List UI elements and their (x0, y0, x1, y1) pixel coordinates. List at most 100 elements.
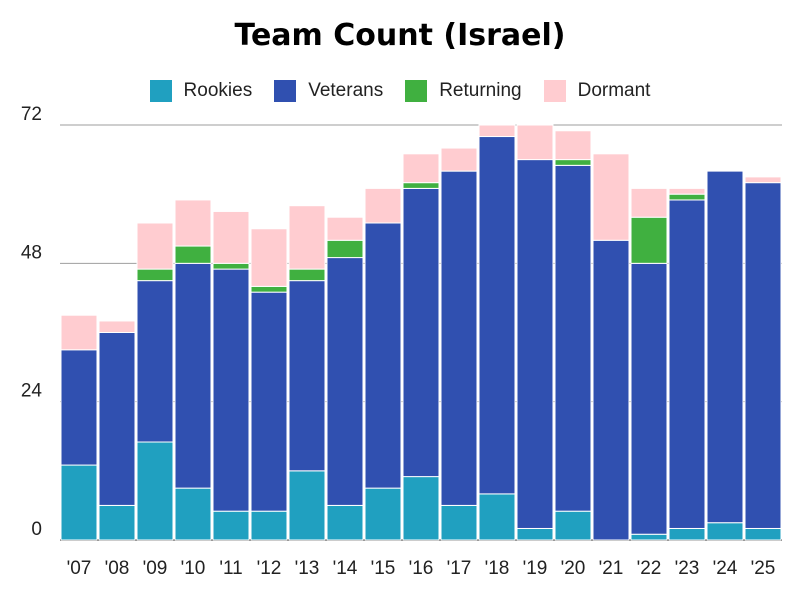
bar-dormant-3 (174, 199, 212, 247)
bar-dormant-5 (250, 228, 288, 287)
bar-rookies-6 (288, 470, 326, 541)
x-tick-label: '25 (751, 558, 776, 579)
bar-dormant-18 (744, 176, 782, 184)
legend-item-veterans: Veterans (274, 80, 383, 102)
bar-dormant-2 (136, 222, 174, 270)
bar-dormant-15 (630, 187, 668, 218)
bar-veterans-0 (60, 349, 98, 466)
bar-returning-7 (326, 239, 364, 259)
bar-veterans-11 (478, 136, 516, 495)
bar-veterans-5 (250, 291, 288, 512)
bar-veterans-1 (98, 332, 136, 506)
legend: Rookies Veterans Returning Dormant (0, 80, 800, 102)
chart-title: Team Count (Israel) (234, 18, 566, 53)
bar-rookies-15 (630, 533, 668, 541)
legend-swatch-veterans (274, 80, 297, 102)
bar-dormant-6 (288, 205, 326, 270)
bar-returning-15 (630, 216, 668, 264)
bar-rookies-17 (706, 522, 744, 541)
bar-rookies-5 (250, 510, 288, 541)
bar-returning-5 (250, 285, 288, 293)
x-tick-label: '17 (447, 558, 472, 579)
x-tick-label: '16 (409, 558, 434, 579)
legend-swatch-rookies (149, 80, 172, 102)
bar-veterans-3 (174, 262, 212, 489)
bars (60, 124, 782, 541)
bar-veterans-4 (212, 268, 250, 512)
bar-rookies-10 (440, 504, 478, 541)
bar-rookies-11 (478, 493, 516, 541)
bar-returning-9 (402, 182, 440, 189)
y-tick-label: 72 (21, 104, 42, 125)
bar-veterans-18 (744, 182, 782, 529)
bar-veterans-17 (706, 170, 744, 524)
legend-label-returning: Returning (439, 80, 522, 101)
bar-rookies-18 (744, 527, 782, 541)
legend-swatch-returning (405, 80, 428, 102)
bar-veterans-8 (364, 222, 402, 489)
bar-dormant-16 (668, 187, 706, 195)
x-tick-label: '11 (219, 558, 242, 579)
bar-dormant-7 (326, 216, 364, 241)
bar-rookies-7 (326, 504, 364, 541)
x-tick-label: '18 (485, 558, 510, 579)
x-tick-label: '10 (181, 558, 206, 579)
bar-veterans-13 (554, 164, 592, 512)
y-tick-label: 24 (21, 381, 43, 402)
bar-rookies-13 (554, 510, 592, 541)
bar-rookies-8 (364, 487, 402, 541)
bar-rookies-12 (516, 527, 554, 541)
bar-dormant-13 (554, 130, 592, 161)
x-tick-label: '20 (561, 558, 586, 579)
y-tick-label: 0 (31, 519, 42, 540)
bar-rookies-0 (60, 464, 98, 541)
bar-veterans-14 (592, 239, 630, 541)
x-tick-label: '23 (675, 558, 700, 579)
bar-dormant-14 (592, 153, 630, 241)
bar-rookies-16 (668, 527, 706, 541)
bar-dormant-12 (516, 124, 554, 161)
bar-dormant-1 (98, 320, 136, 334)
bar-returning-2 (136, 268, 174, 282)
x-tick-label: '13 (295, 558, 320, 579)
bar-veterans-12 (516, 159, 554, 529)
x-tick-label: '19 (523, 558, 548, 579)
bar-veterans-6 (288, 280, 326, 472)
bar-dormant-11 (478, 124, 516, 138)
legend-label-dormant: Dormant (577, 80, 651, 101)
bar-rookies-2 (136, 441, 174, 541)
bar-returning-6 (288, 268, 326, 282)
legend-item-rookies: Rookies (149, 80, 253, 102)
y-tick-labels: 0 24 48 72 (21, 104, 43, 540)
legend-label-veterans: Veterans (308, 80, 384, 101)
bar-veterans-2 (136, 280, 174, 443)
legend-item-returning: Returning (405, 80, 522, 102)
bar-veterans-15 (630, 262, 668, 535)
x-tick-labels: '07 '08 '09 '10 '11 '12 '13 '14 '15 '16 '17 '18 '19 '… (67, 558, 776, 579)
bar-veterans-9 (402, 187, 440, 478)
x-tick-label: '21 (599, 558, 624, 579)
bar-dormant-8 (364, 187, 402, 224)
bar-rookies-4 (212, 510, 250, 541)
x-tick-label: '12 (257, 558, 282, 579)
bar-returning-16 (668, 193, 706, 201)
bar-dormant-10 (440, 147, 478, 172)
x-tick-label: '22 (637, 558, 662, 579)
bar-dormant-0 (60, 314, 98, 351)
x-tick-label: '07 (67, 558, 92, 579)
x-tick-label: '14 (333, 558, 358, 579)
bar-returning-4 (212, 262, 250, 270)
bar-veterans-7 (326, 257, 364, 506)
bar-dormant-9 (402, 153, 440, 184)
bar-returning-3 (174, 245, 212, 264)
legend-item-dormant: Dormant (543, 80, 651, 102)
bar-rookies-9 (402, 476, 440, 541)
x-tick-label: '09 (143, 558, 168, 579)
legend-label-rookies: Rookies (183, 80, 253, 101)
legend-swatch-dormant (543, 80, 566, 102)
bar-rookies-1 (98, 504, 136, 541)
bar-rookies-3 (174, 487, 212, 541)
bar-veterans-10 (440, 170, 478, 506)
y-tick-label: 48 (21, 242, 42, 263)
